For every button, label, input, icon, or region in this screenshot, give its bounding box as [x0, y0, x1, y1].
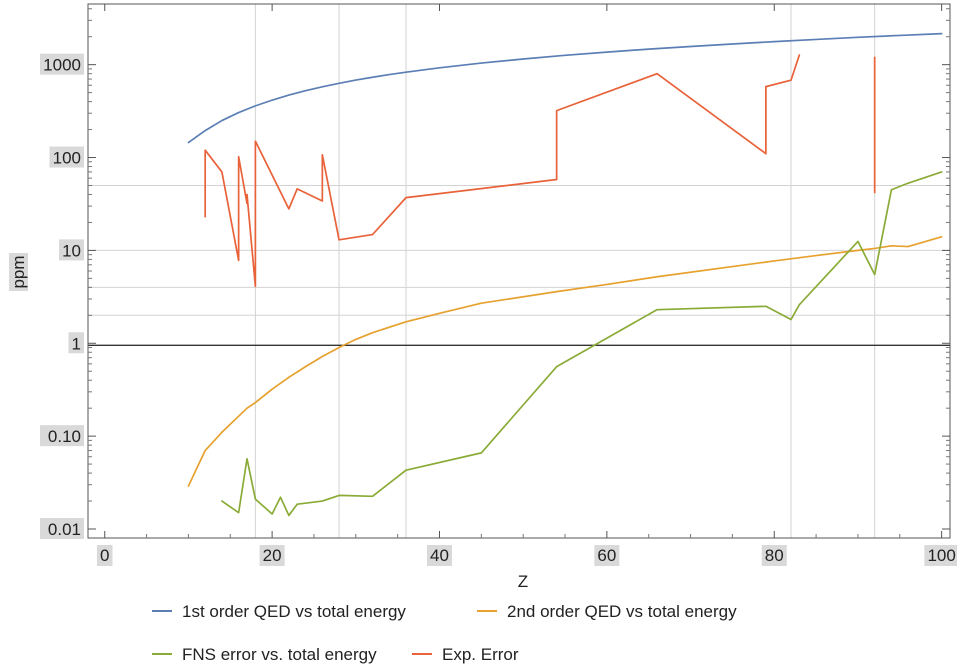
grid: [88, 4, 950, 538]
legend-label-fns-error-vs-total-energy: FNS error vs. total energy: [182, 645, 377, 664]
y-axis-title-bg: [9, 253, 28, 291]
y-tick-label-bg: [68, 332, 84, 354]
x-tick-label-bg: [426, 545, 452, 566]
x-tick-label-bg: [761, 545, 787, 566]
series-layer: [187, 32, 943, 517]
x-tick-label: 40: [430, 546, 449, 565]
y-tick-label: 10: [62, 241, 81, 260]
legend: 1st order QED vs total energy 2nd order Q…: [152, 602, 737, 664]
y-axis-title: ppm: [9, 255, 28, 288]
y-axis-title-group: ppm: [9, 253, 28, 291]
legend-label-2nd-order-qed-vs-total-energy: 2nd order QED vs total energy: [507, 602, 737, 621]
plot-frame: [87, 3, 951, 539]
legend-label-exp-error: Exp. Error: [442, 645, 519, 664]
x-tick-label: 20: [263, 546, 282, 565]
y-tick-label-bg: [49, 146, 84, 168]
y-tick-label: 1: [72, 334, 81, 353]
series-line-fns-error-vs-total-energy: [221, 171, 943, 517]
x-tick-label: 80: [765, 546, 784, 565]
x-axis-title: Z: [518, 572, 528, 591]
x-tick-label-bg: [594, 545, 620, 566]
x-tick-label: 100: [927, 546, 955, 565]
y-tick-label-bg: [40, 425, 84, 447]
y-tick-label-bg: [40, 518, 84, 540]
x-tick-label-bg: [924, 545, 957, 566]
y-tick-label-bg: [59, 239, 84, 261]
y-tick-label: 0.01: [48, 520, 81, 539]
series-line-1st-order-qed-vs-total-energy: [187, 32, 943, 144]
x-tick-label-bg: [259, 545, 285, 566]
x-tick-label-bg: [96, 545, 113, 566]
y-tick-label: 1000: [43, 56, 81, 75]
x-tick-label: 60: [597, 546, 616, 565]
legend-label-1st-order-qed-vs-total-energy: 1st order QED vs total energy: [182, 602, 406, 621]
series-line-exp-error: [204, 54, 801, 288]
ticks: 0 20 40 60 80 100 0.01 0.10 1 10 100 1000: [40, 4, 957, 566]
y-tick-label: 100: [53, 149, 81, 168]
x-tick-label: 0: [100, 546, 109, 565]
x-axis-title-group: Z: [518, 572, 528, 591]
series-line-2nd-order-qed-vs-total-energy: [187, 235, 943, 487]
y-tick-label: 0.10: [48, 427, 81, 446]
frame-rect: [87, 3, 951, 539]
y-tick-label-bg: [40, 53, 84, 75]
